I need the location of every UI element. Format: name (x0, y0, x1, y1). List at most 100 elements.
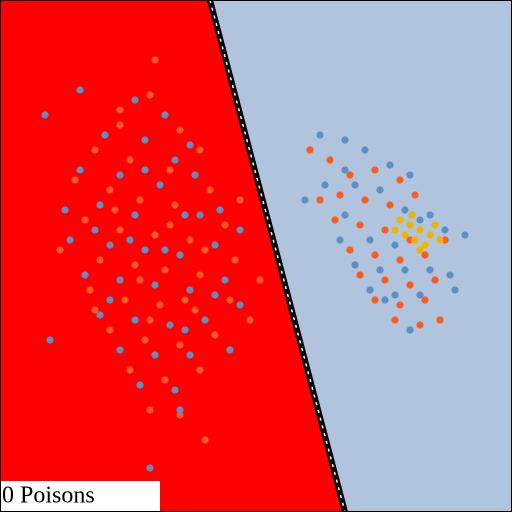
point (151, 281, 159, 289)
point (436, 316, 444, 324)
point (226, 346, 234, 354)
point (408, 211, 416, 219)
point (116, 171, 124, 179)
point (416, 291, 424, 299)
point (346, 171, 354, 179)
point (56, 246, 64, 254)
point (136, 276, 144, 284)
point (136, 381, 144, 389)
point (171, 156, 179, 164)
point (156, 181, 164, 189)
point (146, 464, 154, 472)
point (186, 141, 194, 149)
point (416, 246, 424, 254)
point (206, 186, 214, 194)
point (256, 276, 264, 284)
point (81, 216, 89, 224)
point (106, 296, 114, 304)
point (146, 406, 154, 414)
point (396, 256, 404, 264)
point (111, 206, 119, 214)
point (81, 271, 89, 279)
point (201, 246, 209, 254)
point (176, 341, 184, 349)
point (226, 296, 234, 304)
point (376, 266, 384, 274)
point (236, 226, 244, 234)
point (61, 206, 69, 214)
point (426, 211, 434, 219)
point (396, 301, 404, 309)
point (446, 271, 454, 279)
point (401, 206, 409, 214)
point (461, 231, 469, 239)
point (346, 246, 354, 254)
point (186, 236, 194, 244)
point (361, 196, 369, 204)
point (236, 196, 244, 204)
point (116, 226, 124, 234)
point (131, 211, 139, 219)
point (201, 316, 209, 324)
point (91, 226, 99, 234)
point (196, 366, 204, 374)
point (441, 226, 449, 234)
point (176, 411, 184, 419)
point (406, 221, 414, 229)
point (166, 321, 174, 329)
point (151, 56, 159, 64)
point (351, 181, 359, 189)
point (91, 306, 99, 314)
point (406, 281, 414, 289)
point (181, 296, 189, 304)
point (406, 171, 414, 179)
point (86, 286, 94, 294)
point (161, 266, 169, 274)
point (316, 131, 324, 139)
point (361, 146, 369, 154)
point (131, 261, 139, 269)
point (236, 301, 244, 309)
point (391, 241, 399, 249)
point (371, 166, 379, 174)
point (191, 171, 199, 179)
point (146, 91, 154, 99)
point (116, 121, 124, 129)
point (141, 246, 149, 254)
point (141, 166, 149, 174)
point (426, 231, 434, 239)
point (196, 271, 204, 279)
point (216, 206, 224, 214)
point (391, 226, 399, 234)
point (376, 186, 384, 194)
point (356, 271, 364, 279)
point (396, 216, 404, 224)
annotation-box (0, 481, 160, 512)
point (401, 266, 409, 274)
point (126, 156, 134, 164)
point (46, 336, 54, 344)
point (316, 196, 324, 204)
point (131, 96, 139, 104)
point (126, 366, 134, 374)
point (116, 346, 124, 354)
point (211, 241, 219, 249)
point (191, 306, 199, 314)
point (391, 316, 399, 324)
point (321, 181, 329, 189)
point (101, 131, 109, 139)
point (416, 226, 424, 234)
point (441, 236, 449, 244)
point (116, 276, 124, 284)
point (131, 316, 139, 324)
point (176, 251, 184, 259)
point (76, 86, 84, 94)
point (431, 221, 439, 229)
point (121, 296, 129, 304)
point (396, 176, 404, 184)
point (126, 236, 134, 244)
point (326, 156, 334, 164)
